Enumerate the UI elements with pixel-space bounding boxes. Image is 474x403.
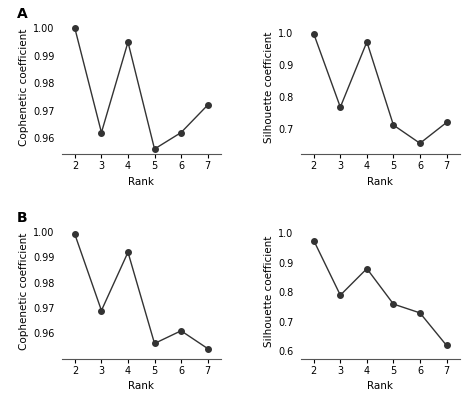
X-axis label: Rank: Rank	[128, 177, 154, 187]
Text: A: A	[17, 7, 28, 21]
Y-axis label: Silhouette coefficient: Silhouette coefficient	[264, 236, 274, 347]
Y-axis label: Cophenetic coefficient: Cophenetic coefficient	[19, 29, 29, 146]
Y-axis label: Cophenetic coefficient: Cophenetic coefficient	[19, 233, 29, 350]
X-axis label: Rank: Rank	[128, 381, 154, 391]
X-axis label: Rank: Rank	[367, 381, 393, 391]
Y-axis label: Silhouette coefficient: Silhouette coefficient	[264, 31, 274, 143]
X-axis label: Rank: Rank	[367, 177, 393, 187]
Text: B: B	[17, 211, 27, 225]
